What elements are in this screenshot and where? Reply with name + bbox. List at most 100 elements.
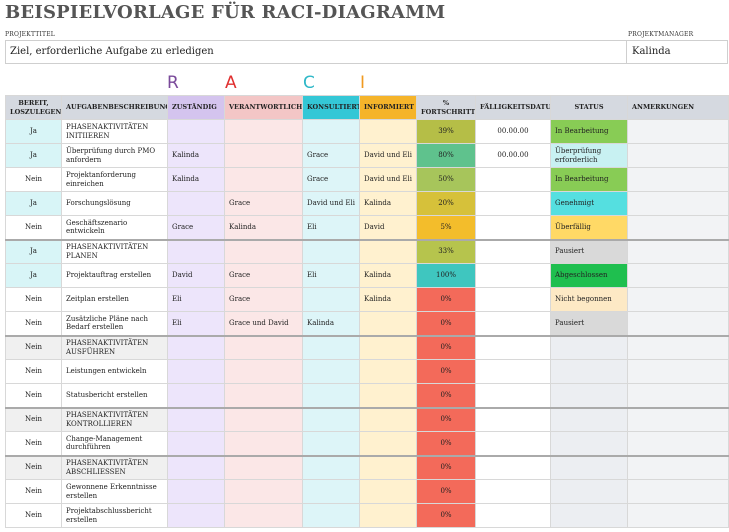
ready-cell[interactable]: Nein (5, 406, 62, 432)
table-row[interactable]: Nein Projektabschlussbericht erstellen 0% (5, 503, 729, 528)
header-consulted[interactable]: KONSULTIERT (302, 95, 360, 120)
project-goal-field[interactable]: Ziel, erforderliche Aufgabe zu erledigen (6, 41, 627, 63)
progress-cell[interactable]: 0% (416, 334, 476, 360)
due-date-cell[interactable] (475, 191, 551, 216)
ready-cell[interactable]: Ja (5, 143, 62, 168)
header-status[interactable]: STATUS (550, 95, 628, 120)
description-cell[interactable]: Statusbericht erstellen (61, 383, 168, 408)
due-date-cell[interactable] (475, 311, 551, 336)
consulted-cell[interactable]: Grace (302, 143, 360, 168)
description-cell[interactable]: Forschungslösung (61, 191, 168, 216)
description-cell[interactable]: Gewonnene Erkenntnisse erstellen (61, 479, 168, 504)
progress-cell[interactable]: 0% (416, 503, 476, 528)
status-cell[interactable]: Pausiert (550, 311, 628, 336)
accountable-cell[interactable] (224, 503, 303, 528)
ready-cell[interactable]: Nein (5, 334, 62, 360)
due-date-cell[interactable] (475, 287, 551, 312)
ready-cell[interactable]: Nein (5, 359, 62, 384)
ready-cell[interactable]: Nein (5, 287, 62, 312)
progress-cell[interactable]: 0% (416, 383, 476, 408)
accountable-cell[interactable] (224, 334, 303, 360)
informed-cell[interactable] (359, 431, 417, 456)
ready-cell[interactable]: Nein (5, 383, 62, 408)
notes-cell[interactable] (627, 167, 729, 192)
table-row[interactable]: Nein PHASENAKTIVITÄTEN KONTROLLIEREN 0% (5, 406, 729, 432)
notes-cell[interactable] (627, 334, 729, 360)
informed-cell[interactable] (359, 311, 417, 336)
progress-cell[interactable]: 33% (416, 238, 476, 264)
progress-cell[interactable]: 0% (416, 479, 476, 504)
informed-cell[interactable] (359, 119, 417, 144)
description-cell[interactable]: Change-Management durchführen (61, 431, 168, 456)
ready-cell[interactable]: Ja (5, 119, 62, 144)
accountable-cell[interactable] (224, 383, 303, 408)
due-date-cell[interactable] (475, 238, 551, 264)
consulted-cell[interactable] (302, 359, 360, 384)
ready-cell[interactable]: Nein (5, 215, 62, 240)
informed-cell[interactable] (359, 238, 417, 264)
responsible-cell[interactable] (167, 454, 225, 480)
accountable-cell[interactable] (224, 431, 303, 456)
status-cell[interactable] (550, 359, 628, 384)
progress-cell[interactable]: 0% (416, 406, 476, 432)
notes-cell[interactable] (627, 287, 729, 312)
table-row[interactable]: Nein Zeitplan erstellen Eli Grace Kalinda 0% N… (5, 287, 729, 312)
accountable-cell[interactable]: Grace (224, 191, 303, 216)
table-row[interactable]: Nein Projektanforderung einreichen Kalinda… (5, 167, 729, 192)
table-row[interactable]: Ja Projektauftrag erstellen David Grace Eli K… (5, 263, 729, 288)
notes-cell[interactable] (627, 406, 729, 432)
notes-cell[interactable] (627, 119, 729, 144)
accountable-cell[interactable] (224, 238, 303, 264)
consulted-cell[interactable] (302, 287, 360, 312)
status-cell[interactable]: Genehmigt (550, 191, 628, 216)
consulted-cell[interactable]: David und Eli (302, 191, 360, 216)
responsible-cell[interactable] (167, 334, 225, 360)
ready-cell[interactable]: Ja (5, 263, 62, 288)
header-informed[interactable]: INFORMIERT (359, 95, 417, 120)
informed-cell[interactable] (359, 334, 417, 360)
description-cell[interactable]: PHASENAKTIVITÄTEN KONTROLLIEREN (61, 406, 168, 432)
table-row[interactable]: Nein Change-Management durchführen 0% (5, 431, 729, 456)
responsible-cell[interactable] (167, 238, 225, 264)
description-cell[interactable]: PHASENAKTIVITÄTEN ABSCHLIESSEN (61, 454, 168, 480)
due-date-cell[interactable] (475, 479, 551, 504)
responsible-cell[interactable]: Eli (167, 287, 225, 312)
ready-cell[interactable]: Nein (5, 503, 62, 528)
notes-cell[interactable] (627, 191, 729, 216)
description-cell[interactable]: Leistungen entwickeln (61, 359, 168, 384)
ready-cell[interactable]: Nein (5, 311, 62, 336)
consulted-cell[interactable] (302, 119, 360, 144)
table-row[interactable]: Nein Leistungen entwickeln 0% (5, 359, 729, 384)
progress-cell[interactable]: 0% (416, 311, 476, 336)
notes-cell[interactable] (627, 383, 729, 408)
responsible-cell[interactable]: Grace (167, 215, 225, 240)
ready-cell[interactable]: Nein (5, 454, 62, 480)
notes-cell[interactable] (627, 454, 729, 480)
responsible-cell[interactable] (167, 431, 225, 456)
status-cell[interactable] (550, 479, 628, 504)
due-date-cell[interactable] (475, 359, 551, 384)
status-cell[interactable] (550, 431, 628, 456)
consulted-cell[interactable] (302, 238, 360, 264)
consulted-cell[interactable] (302, 383, 360, 408)
consulted-cell[interactable] (302, 454, 360, 480)
informed-cell[interactable]: Kalinda (359, 287, 417, 312)
status-cell[interactable] (550, 334, 628, 360)
informed-cell[interactable]: David und Eli (359, 143, 417, 168)
responsible-cell[interactable] (167, 191, 225, 216)
due-date-cell[interactable] (475, 503, 551, 528)
table-row[interactable]: Ja Überprüfung durch PMO anfordern Kalinda… (5, 143, 729, 168)
responsible-cell[interactable] (167, 503, 225, 528)
consulted-cell[interactable] (302, 503, 360, 528)
table-row[interactable]: Nein PHASENAKTIVITÄTEN AUSFÜHREN 0% (5, 334, 729, 360)
accountable-cell[interactable] (224, 119, 303, 144)
responsible-cell[interactable]: Kalinda (167, 167, 225, 192)
accountable-cell[interactable] (224, 143, 303, 168)
table-row[interactable]: Nein Statusbericht erstellen 0% (5, 383, 729, 408)
accountable-cell[interactable] (224, 167, 303, 192)
progress-cell[interactable]: 50% (416, 167, 476, 192)
consulted-cell[interactable]: Eli (302, 215, 360, 240)
description-cell[interactable]: PHASENAKTIVITÄTEN PLANEN (61, 238, 168, 264)
progress-cell[interactable]: 5% (416, 215, 476, 240)
due-date-cell[interactable] (475, 406, 551, 432)
